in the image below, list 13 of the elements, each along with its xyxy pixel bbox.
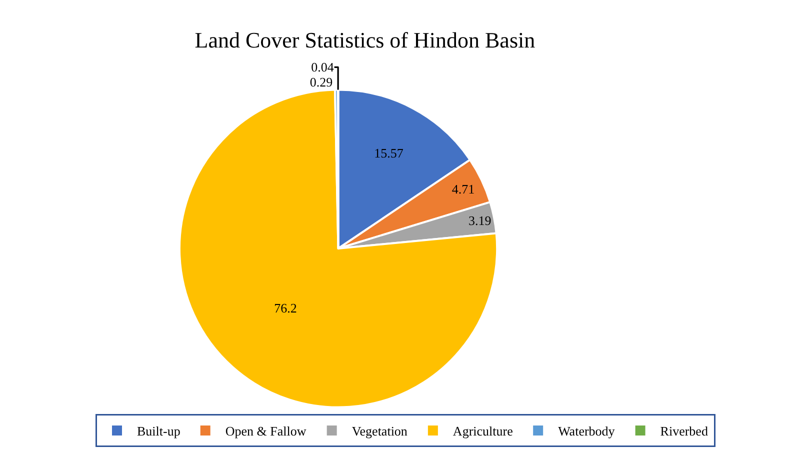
legend-label: Riverbed	[660, 424, 708, 439]
data-label: 0.29	[310, 74, 333, 90]
legend-label: Built-up	[137, 424, 180, 439]
data-label: 15.57	[374, 146, 404, 161]
data-label: 0.04	[311, 60, 334, 75]
data-label: 3.19	[468, 212, 492, 228]
data-label: 4.71	[452, 181, 475, 196]
legend-label: Vegetation	[352, 424, 408, 439]
legend-label: Waterbody	[558, 424, 616, 439]
data-label: 76.2	[274, 300, 297, 316]
chart-title: Land Cover Statistics of Hindon Basin	[194, 27, 536, 52]
legend-label: Agriculture	[452, 424, 514, 439]
legend-label: Open & Fallow	[225, 424, 307, 439]
